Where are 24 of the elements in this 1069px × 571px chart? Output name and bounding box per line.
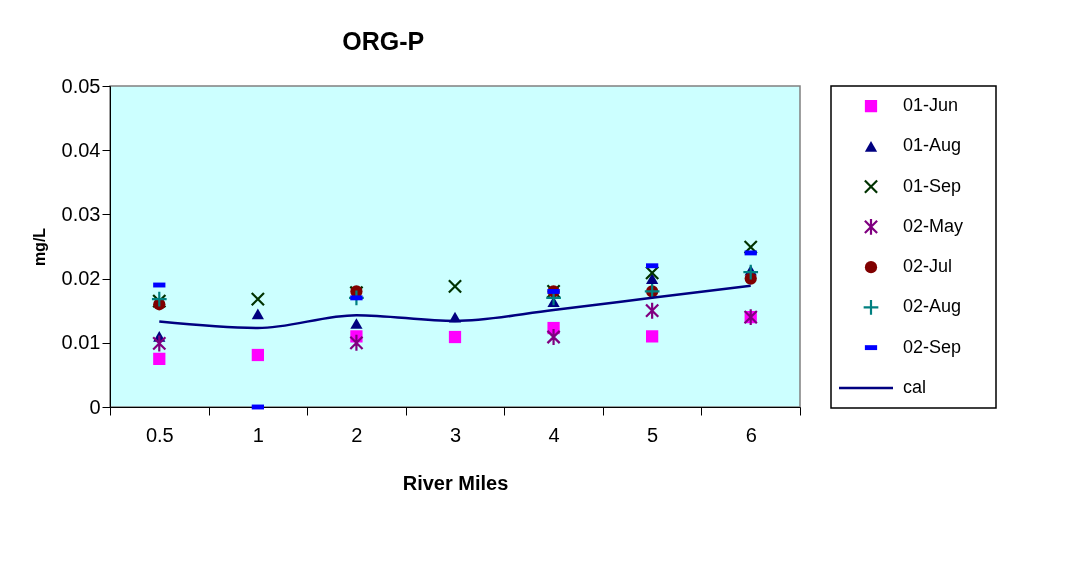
legend-label: 01-Jun (903, 95, 959, 116)
y-tick-label: 0 (89, 395, 101, 418)
x-axis-title: River Miles (402, 471, 509, 494)
legend-label: 02-Jul (903, 256, 953, 277)
x-tick-label: 6 (745, 423, 757, 446)
legend-label: 01-Sep (903, 175, 962, 196)
y-axis-title: mg/L (30, 227, 48, 267)
legend-label: 01-Aug (903, 135, 962, 156)
y-tick-label: 0.01 (61, 331, 101, 354)
legend-label: 02-Sep (903, 336, 962, 357)
legend-label: 02-May (903, 215, 964, 236)
y-tick-label: 0.04 (61, 138, 101, 161)
x-tick-label: 0.5 (145, 423, 174, 446)
x-tick-label: 5 (647, 423, 659, 446)
y-tick-label: 0.05 (61, 74, 101, 97)
x-tick-label: 4 (548, 423, 560, 446)
y-tick-label: 0.02 (61, 267, 101, 290)
legend-label: cal (903, 376, 927, 397)
x-tick-label: 2 (351, 423, 363, 446)
legend-label: 02-Aug (903, 296, 962, 317)
x-tick-label: 1 (252, 423, 264, 446)
chart-title: ORG-P (342, 27, 425, 56)
y-tick-label: 0.03 (61, 202, 101, 225)
x-tick-label: 3 (449, 423, 462, 446)
